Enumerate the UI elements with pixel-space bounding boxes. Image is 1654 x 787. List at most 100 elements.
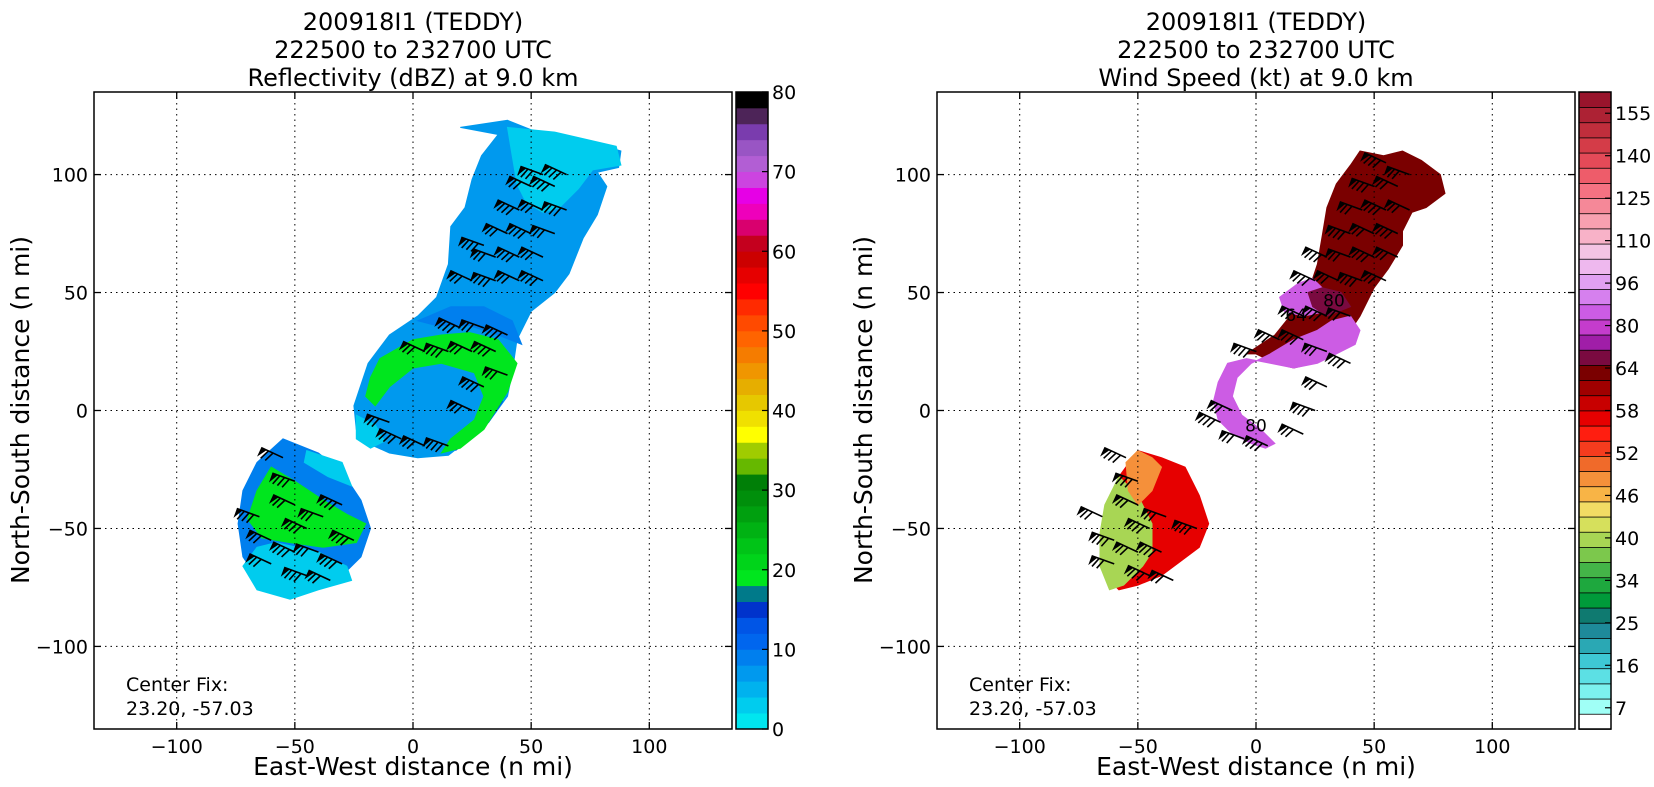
title-line-1: 200918I1 (TEDDY) (1146, 8, 1366, 36)
wind-barb-39 (528, 224, 556, 239)
colorbar-swatch-40 (1578, 106, 1612, 124)
wind-barb-20 (457, 376, 485, 393)
field-region-3 (1125, 449, 1163, 506)
wind-barb-17 (398, 435, 426, 450)
colorbar-swatch-33 (1578, 212, 1612, 230)
colorbar: 7 16 25 34 40 46 52 58 64 80 96 110 125 140 155 (1578, 91, 1651, 730)
colorbar-swatch-32 (736, 203, 768, 220)
colorbar-tick-label-12: 125 (1615, 188, 1651, 210)
colorbar-swatch-17 (1578, 455, 1612, 472)
wind-barb-21 (481, 366, 508, 380)
colorbar-swatch-15 (736, 474, 768, 491)
colorbar-swatch-4 (1578, 652, 1612, 670)
wind-barb-13 (304, 569, 331, 584)
wind-barb-15 (363, 413, 390, 428)
chart-title: 200918I1 (TEDDY) 222500 to 232700 UTC Wi… (1098, 8, 1413, 92)
colorbar-swatch-2 (1578, 683, 1612, 700)
wind-barb-3 (297, 507, 324, 522)
wind-barb-34 (493, 246, 520, 263)
wind-barb-2 (1123, 517, 1151, 534)
colorbar-tick-label-10: 96 (1615, 273, 1639, 295)
colorbar-tick-label-7: 58 (1615, 401, 1639, 423)
wind-barb-36 (457, 236, 485, 252)
wind-barb-7 (245, 529, 272, 544)
wind-barb-43 (1371, 175, 1399, 190)
wind-barb-33 (469, 248, 496, 262)
title-line-2: 222500 to 232700 UTC (274, 36, 552, 64)
wind-barb-46 (540, 163, 567, 181)
wind-barb-7 (1111, 541, 1139, 556)
colorbar-swatch-1 (736, 697, 768, 714)
colorbar-swatch-16 (736, 458, 768, 475)
colorbar-frame (1578, 91, 1612, 730)
chart-reflectivity: 200918I1 (TEDDY) 222500 to 232700 UTC Re… (6, 8, 796, 781)
data-layer (237, 119, 622, 600)
wind-barb-31 (1360, 269, 1387, 285)
colorbar-swatch-35 (1578, 182, 1612, 199)
wind-barb-37 (1348, 222, 1375, 237)
wind-barb-37 (481, 222, 508, 237)
y-tick-label-3: 50 (907, 283, 931, 305)
wind-barb-19 (446, 399, 473, 414)
colorbar-tick-label-0: 7 (1615, 698, 1627, 720)
title-line-2: 222500 to 232700 UTC (1117, 36, 1395, 64)
colorbar-swatch-23 (736, 346, 768, 364)
grid (94, 92, 732, 729)
wind-barb-33 (1324, 248, 1351, 262)
colorbar-swatch-32 (1578, 228, 1612, 245)
wind-barb-28 (481, 324, 508, 341)
contour-label-1: 80 (1323, 292, 1345, 312)
colorbar-swatch-34 (1578, 197, 1612, 215)
colorbar-swatch-8 (1578, 592, 1612, 609)
colorbar-swatch-37 (1578, 152, 1612, 169)
colorbar-swatch-10 (1578, 561, 1612, 579)
title-line-3: Wind Speed (kt) at 9.0 km (1098, 64, 1413, 92)
wind-barb-38 (505, 222, 532, 240)
wind-barb-39 (1336, 201, 1363, 215)
wind-barb-40 (1360, 199, 1387, 216)
wind-barb-17 (1277, 423, 1304, 438)
wind-barb-12 (1170, 519, 1198, 536)
colorbar-tick-label-5: 46 (1615, 485, 1639, 507)
wind-barb-15 (1218, 429, 1245, 444)
colorbar-swatch-6 (736, 617, 768, 634)
colorbar-swatch-36 (1578, 167, 1612, 184)
colorbar-swatch-26 (1578, 319, 1612, 336)
wind-barb-8 (268, 541, 296, 558)
wind-barb-45 (517, 165, 544, 180)
colorbar-tick-label-8: 64 (1615, 358, 1639, 380)
colorbar-swatch-39 (1578, 121, 1612, 139)
colorbar-swatch-34 (736, 171, 768, 188)
colorbar-swatch-21 (1578, 394, 1612, 412)
colorbar-swatch-0 (1578, 713, 1612, 730)
center-fix-coords: 23.20, -57.03 (126, 698, 254, 720)
x-tick-label-3: 50 (1362, 736, 1386, 758)
x-tick-label-2: 0 (1250, 736, 1262, 758)
field-region-4 (365, 332, 518, 454)
colorbar-swatch-29 (1578, 273, 1612, 290)
title-line-1: 200918I1 (TEDDY) (303, 8, 523, 36)
colorbar-swatch-33 (736, 187, 768, 204)
axis-ticks: −100 −50 0 50 100 −100 −50 0 50 100 (36, 92, 732, 758)
wind-barb-20 (1324, 352, 1351, 369)
x-tick-label-3: 50 (519, 736, 543, 758)
colorbar-swatch-36 (736, 139, 768, 157)
colorbar-tick-label-6: 52 (1615, 443, 1639, 465)
wind-barb-10 (316, 553, 343, 570)
title-line-3: Reflectivity (dBZ) at 9.0 km (248, 64, 579, 92)
wind-barb-42 (540, 201, 567, 217)
wind-barb-14 (1194, 411, 1221, 428)
wind-barb-35 (1371, 246, 1399, 261)
colorbar-swatch-38 (1578, 137, 1612, 154)
center-fix-coords: 23.20, -57.03 (969, 698, 1097, 720)
colorbar-swatch-8 (736, 585, 768, 602)
wind-barb-32 (1300, 246, 1328, 263)
wind-barb-19 (1300, 376, 1328, 391)
colorbar-swatch-35 (736, 155, 768, 173)
x-tick-label-0: −100 (994, 736, 1046, 758)
x-tick-label-0: −100 (151, 736, 203, 758)
colorbar-swatch-2 (736, 681, 768, 698)
colorbar-tick-label-9: 80 (1615, 316, 1639, 338)
wind-barb-26 (1300, 305, 1328, 322)
